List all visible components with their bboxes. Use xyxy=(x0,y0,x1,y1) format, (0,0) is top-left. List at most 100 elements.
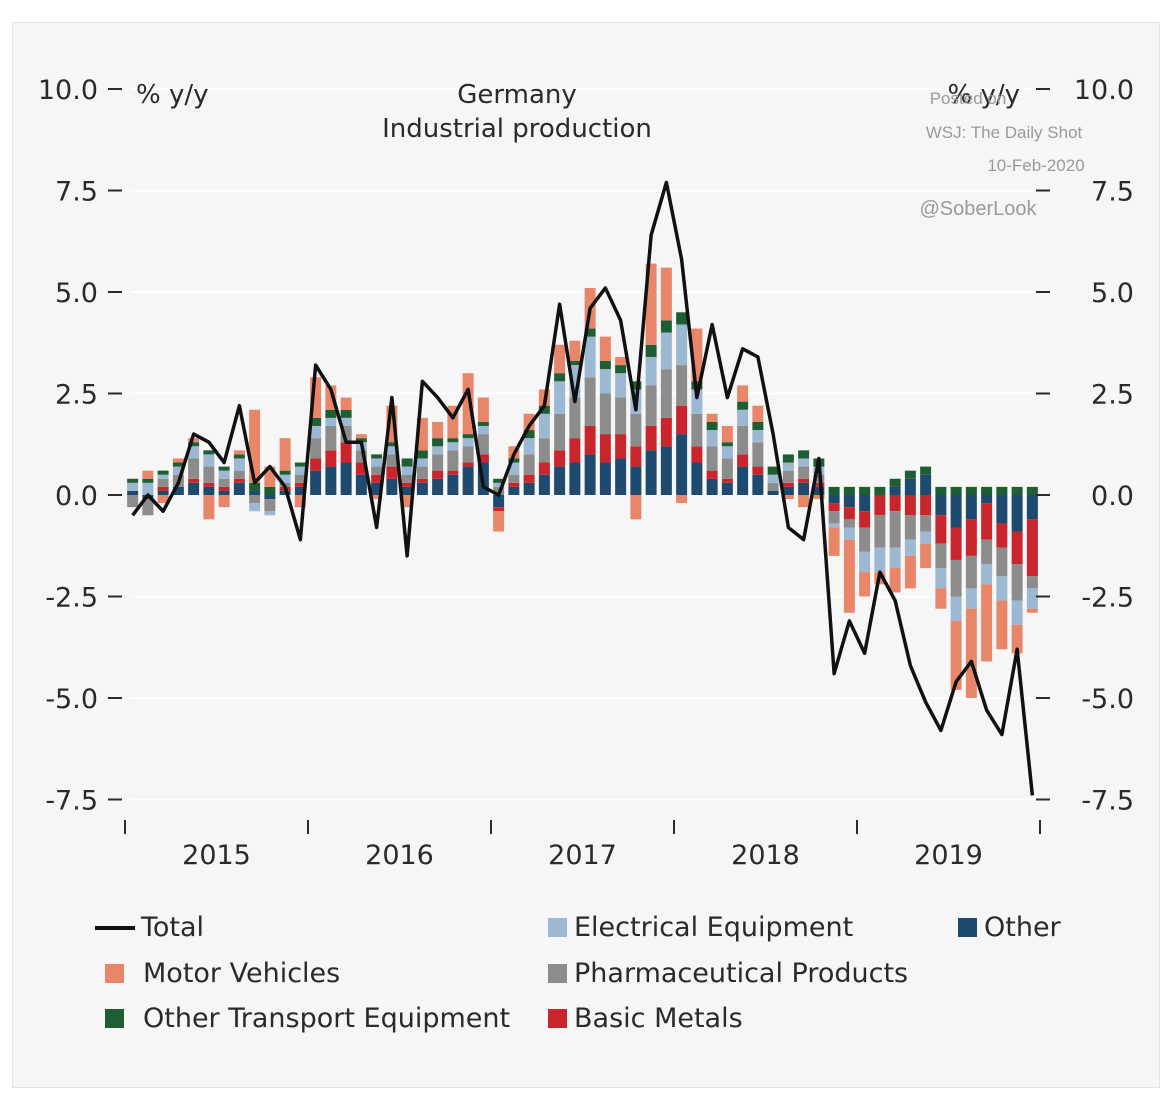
bar-segment xyxy=(462,466,474,495)
bar-segment xyxy=(157,474,169,479)
bar-segment xyxy=(371,458,383,467)
bar-segment xyxy=(630,446,642,467)
bar-segment xyxy=(691,446,703,463)
bar-segment xyxy=(371,495,383,500)
bar-segment xyxy=(660,320,672,333)
bar-segment xyxy=(859,486,871,495)
bar-segment xyxy=(843,519,855,528)
bar-segment xyxy=(782,486,794,495)
bar-segment xyxy=(645,263,657,345)
bar-segment xyxy=(447,442,459,451)
bar-segment xyxy=(569,438,581,463)
bar-segment xyxy=(416,458,428,467)
bar-segment xyxy=(737,466,749,495)
legend-pharmaceutical-products-label: Pharmaceutical Products xyxy=(574,958,909,989)
bar-segment xyxy=(721,458,733,479)
bar-segment xyxy=(706,421,718,431)
bar-segment xyxy=(401,474,413,483)
bar-segment xyxy=(127,495,139,508)
bar-segment xyxy=(188,446,200,459)
bar-segment xyxy=(172,466,184,475)
bar-segment xyxy=(233,454,245,459)
bar-segment xyxy=(493,482,505,487)
bar-segment xyxy=(752,405,764,422)
bar-segment xyxy=(996,576,1008,601)
bar-segment xyxy=(355,462,367,475)
right-tick-label: 7.5 xyxy=(1091,177,1134,208)
bar-segment xyxy=(188,478,200,483)
year-label: 2016 xyxy=(365,840,434,871)
bar-segment xyxy=(615,458,627,495)
bar-segment xyxy=(721,478,733,483)
bar-segment xyxy=(523,413,535,431)
legend-motor-vehicles: Motor Vehicles xyxy=(105,958,340,989)
right-tick-label: -7.5 xyxy=(1081,786,1134,817)
bar-segment xyxy=(981,584,993,662)
bar-segment xyxy=(843,486,855,495)
bar-segment xyxy=(203,454,215,467)
bar-segment xyxy=(950,596,962,621)
bar-segment xyxy=(874,515,886,548)
bar-segment xyxy=(386,446,398,455)
bar-segment xyxy=(828,486,840,495)
right-tick-label: 0.0 xyxy=(1091,481,1134,512)
bar-segment xyxy=(477,421,489,426)
bar-segment xyxy=(798,482,810,495)
left-tick-label: 10.0 xyxy=(38,75,98,106)
bar-segment xyxy=(1026,588,1038,609)
bar-segment xyxy=(1011,600,1023,625)
bar-segment xyxy=(981,486,993,495)
bar-segment xyxy=(950,620,962,690)
bar-segment xyxy=(935,515,947,544)
bar-segment xyxy=(615,434,627,459)
bar-segment xyxy=(965,495,977,520)
total-line-layer xyxy=(131,180,1035,796)
bar-segment xyxy=(142,470,154,479)
left-tick-label: 7.5 xyxy=(55,177,98,208)
bar-segment xyxy=(950,527,962,560)
bar-segment xyxy=(264,499,276,512)
bar-segment xyxy=(203,495,215,520)
right-tick-label: -5.0 xyxy=(1081,684,1134,715)
legend-basic-metals: Basic Metals xyxy=(548,1003,743,1034)
bar-segment xyxy=(828,495,840,504)
bar-segment xyxy=(432,438,444,447)
bar-segment xyxy=(203,466,215,483)
bar-segment xyxy=(828,503,840,512)
bar-segment xyxy=(477,434,489,455)
bar-segment xyxy=(965,486,977,495)
bar-segment xyxy=(279,438,291,471)
bar-segment xyxy=(904,515,916,540)
bar-segment xyxy=(554,413,566,451)
bar-segment xyxy=(920,474,932,495)
bar-segment xyxy=(1026,608,1038,613)
year-label: 2018 xyxy=(731,840,800,871)
bar-segment xyxy=(843,495,855,508)
bar-segment xyxy=(737,425,749,455)
bar-segment xyxy=(676,324,688,366)
bar-segment xyxy=(142,482,154,495)
bar-segment xyxy=(249,503,261,512)
bar-segment xyxy=(355,474,367,495)
bar-segment xyxy=(172,486,184,495)
legend-other-swatch xyxy=(958,918,977,937)
bar-segment xyxy=(782,462,794,471)
bar-segment xyxy=(218,490,230,495)
bar-segment xyxy=(447,438,459,443)
bar-segment xyxy=(706,413,718,422)
bar-segment xyxy=(706,470,718,479)
bar-segment xyxy=(203,482,215,487)
bar-segment xyxy=(889,511,901,548)
bar-segment xyxy=(569,365,581,398)
legend-other-transport-equipment-label: Other Transport Equipment xyxy=(143,1003,511,1034)
bar-segment xyxy=(1026,495,1038,520)
bar-segment xyxy=(432,421,444,439)
bar-segment xyxy=(493,507,505,512)
right-tick-label: 2.5 xyxy=(1091,380,1134,411)
bar-segment xyxy=(752,474,764,495)
bar-segment xyxy=(310,425,322,439)
year-label: 2019 xyxy=(914,840,983,871)
bar-segment xyxy=(340,397,352,410)
bar-segment xyxy=(554,373,566,382)
